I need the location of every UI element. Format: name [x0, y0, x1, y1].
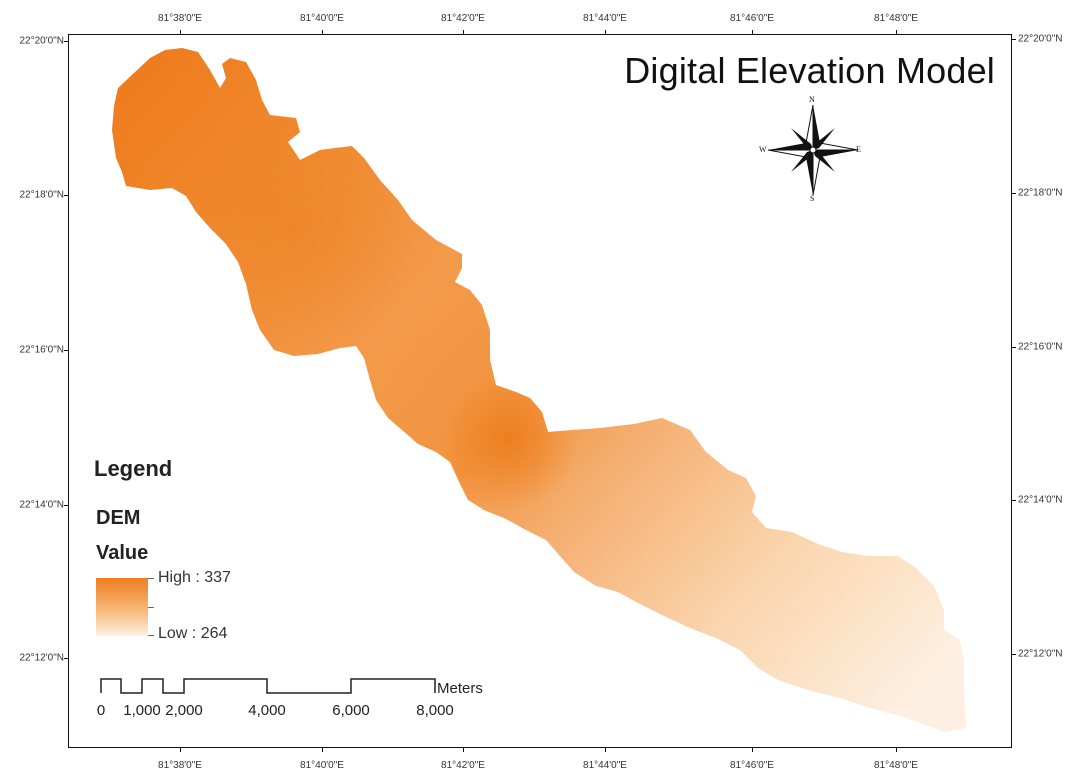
compass-south-label: S [810, 194, 815, 203]
lat-label-right-4: 22°14'0"N [1018, 494, 1063, 506]
scale-label-0: 0 [96, 702, 106, 719]
tick-bottom-4 [605, 747, 606, 752]
tick-left-5 [64, 658, 69, 659]
tick-top-6 [896, 30, 897, 35]
legend-low-tick [148, 635, 154, 636]
legend-color-ramp [96, 578, 148, 636]
lat-label-left-1: 22°20'0"N [19, 35, 65, 47]
lat-label-right-5: 22°12'0"N [1018, 648, 1063, 660]
legend-mid-tick [148, 607, 154, 608]
lon-label-top-3: 81°42'0"E [441, 13, 485, 24]
legend-field-name: Value [96, 542, 149, 564]
lon-label-top-4: 81°44'0"E [583, 13, 627, 24]
tick-bottom-6 [896, 747, 897, 752]
tick-top-5 [752, 30, 753, 35]
compass-north-label: N [809, 95, 815, 104]
lat-label-left-3: 22°16'0"N [19, 344, 65, 356]
lon-label-bottom-4: 81°44'0"E [583, 760, 627, 771]
lon-label-top-2: 81°40'0"E [300, 13, 344, 24]
legend-layer-name: DEM [96, 507, 141, 529]
tick-right-2 [1011, 193, 1016, 194]
tick-bottom-1 [180, 747, 181, 752]
lat-label-left-5: 22°12'0"N [19, 652, 65, 664]
lat-label-right-2: 22°18'0"N [1018, 187, 1063, 199]
tick-left-2 [64, 195, 69, 196]
scale-label-1000: 1,000 [123, 702, 161, 719]
lat-label-right-3: 22°16'0"N [1018, 341, 1063, 353]
tick-right-4 [1011, 500, 1016, 501]
tick-bottom-2 [322, 747, 323, 752]
legend-low-label: Low : 264 [158, 625, 228, 642]
scale-bar [100, 678, 436, 694]
tick-right-1 [1011, 39, 1016, 40]
tick-left-3 [64, 350, 69, 351]
compass-east-label: E [856, 145, 861, 154]
lon-label-top-6: 81°48'0"E [874, 13, 918, 24]
scale-label-8000: 8,000 [416, 702, 454, 719]
scale-bar-unit: Meters [437, 680, 483, 697]
tick-top-1 [180, 30, 181, 35]
tick-bottom-3 [463, 747, 464, 752]
tick-left-4 [64, 505, 69, 506]
tick-left-1 [64, 41, 69, 42]
tick-right-3 [1011, 347, 1016, 348]
north-arrow-icon [767, 104, 859, 196]
tick-right-5 [1011, 654, 1016, 655]
lon-label-top-5: 81°46'0"E [730, 13, 774, 24]
compass-west-label: W [759, 145, 767, 154]
legend-high-label: High : 337 [158, 569, 231, 586]
tick-bottom-5 [752, 747, 753, 752]
legend-title: Legend [94, 456, 173, 481]
map-title: Digital Elevation Model [624, 50, 995, 91]
lat-label-left-4: 22°14'0"N [19, 499, 65, 511]
map-frame [68, 34, 1012, 748]
lon-label-bottom-2: 81°40'0"E [300, 760, 344, 771]
lon-label-bottom-5: 81°46'0"E [730, 760, 774, 771]
tick-top-4 [605, 30, 606, 35]
tick-top-3 [463, 30, 464, 35]
lon-label-bottom-3: 81°42'0"E [441, 760, 485, 771]
lat-label-left-2: 22°18'0"N [19, 189, 65, 201]
scale-label-6000: 6,000 [332, 702, 370, 719]
lat-label-right-1: 22°20'0"N [1018, 33, 1063, 45]
lon-label-bottom-1: 81°38'0"E [158, 760, 202, 771]
tick-top-2 [322, 30, 323, 35]
lon-label-bottom-6: 81°48'0"E [874, 760, 918, 771]
legend-high-tick [148, 578, 154, 579]
scale-label-2000: 2,000 [165, 702, 203, 719]
lon-label-top-1: 81°38'0"E [158, 13, 202, 24]
scale-label-4000: 4,000 [248, 702, 286, 719]
